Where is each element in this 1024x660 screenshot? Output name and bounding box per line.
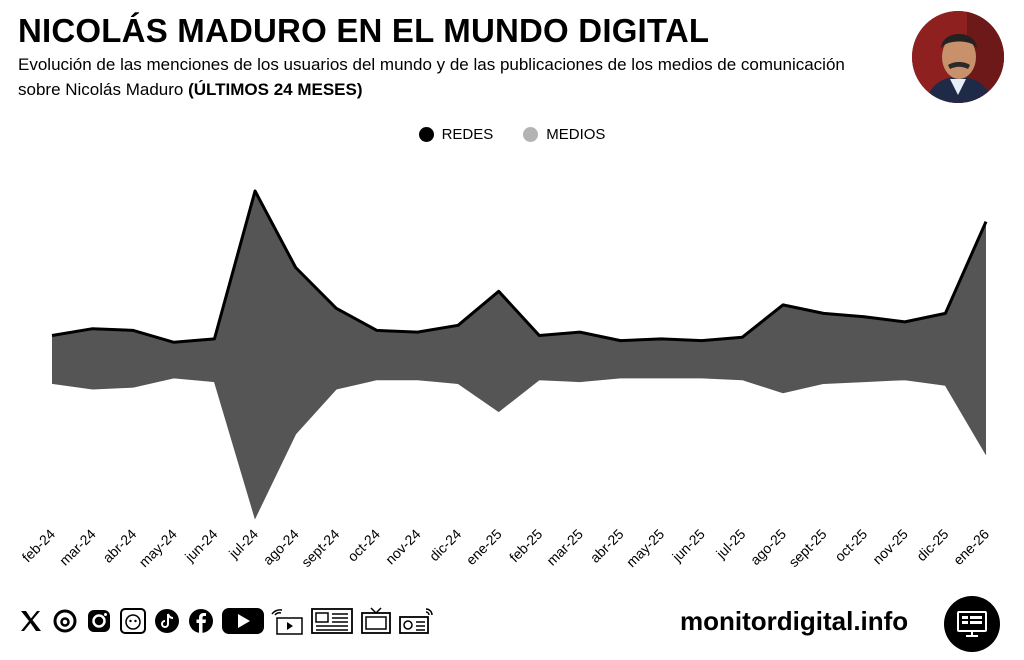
press-icon [310, 606, 354, 636]
threads-icon[interactable] [50, 606, 80, 636]
x-tick-label: jul-25 [712, 526, 748, 562]
avatar [912, 11, 1004, 103]
x-tick-label: ago-25 [747, 526, 789, 568]
x-tick-label: jun-25 [668, 526, 708, 566]
subtitle-text: Evolución de las menciones de los usuari… [18, 55, 845, 99]
legend-item-redes[interactable]: REDES [418, 126, 494, 143]
area-fill [52, 191, 986, 519]
web-icon [268, 606, 304, 636]
x-tick-label: feb-24 [19, 526, 59, 566]
instagram-icon[interactable] [84, 606, 114, 636]
series-line-medios [51, 377, 987, 520]
tiktok-icon[interactable] [152, 606, 182, 636]
page-title: NICOLÁS MADURO EN EL MUNDO DIGITAL [18, 12, 710, 49]
radio-icon [398, 606, 436, 636]
monitor-icon [957, 611, 987, 637]
podcast-icon[interactable] [118, 606, 148, 636]
legend-dot-medios [523, 127, 539, 142]
site-name[interactable]: monitordigital.info [680, 606, 909, 636]
x-tick-label: may-24 [136, 526, 180, 570]
x-tick-label: feb-25 [506, 526, 546, 566]
x-tick-label: mar-24 [56, 526, 99, 569]
x-tick-label: abr-24 [99, 526, 139, 566]
x-icon[interactable] [16, 606, 46, 636]
x-tick-label: nov-24 [382, 526, 424, 568]
legend-item-medios[interactable]: MEDIOS [523, 126, 605, 143]
x-tick-label: dic-25 [913, 526, 951, 564]
x-tick-label: ene-26 [950, 526, 992, 568]
x-tick-label: jun-24 [181, 526, 221, 566]
x-tick-label: abr-25 [587, 526, 627, 566]
facebook-icon[interactable] [186, 606, 216, 636]
x-tick-label: jul-24 [225, 526, 261, 562]
x-tick-label: may-25 [623, 526, 667, 570]
youtube-icon[interactable] [220, 606, 266, 636]
legend-dot-redes [418, 127, 434, 142]
x-tick-label: oct-24 [344, 526, 383, 565]
legend-label-medios: MEDIOS [546, 126, 606, 143]
chart-legend: REDES MEDIOS [0, 126, 1024, 143]
legend-label-redes: REDES [441, 126, 494, 143]
x-tick-label: dic-24 [426, 526, 464, 564]
x-tick-label: nov-25 [869, 526, 911, 568]
x-tick-label: ago-24 [260, 526, 302, 568]
subtitle-period: (ÚLTIMOS 24 MESES) [188, 80, 363, 99]
subtitle: Evolución de las menciones de los usuari… [18, 52, 878, 102]
media-icons [268, 606, 436, 636]
x-tick-label: sept-24 [298, 526, 342, 570]
monitor-logo [944, 596, 1000, 652]
tv-icon [360, 606, 392, 636]
social-icons [16, 606, 266, 636]
x-tick-label: ene-25 [463, 526, 505, 568]
x-tick-label: oct-25 [831, 526, 870, 565]
x-tick-label: sept-25 [785, 526, 829, 570]
x-tick-label: mar-25 [543, 526, 586, 569]
series-line-redes [51, 189, 988, 344]
